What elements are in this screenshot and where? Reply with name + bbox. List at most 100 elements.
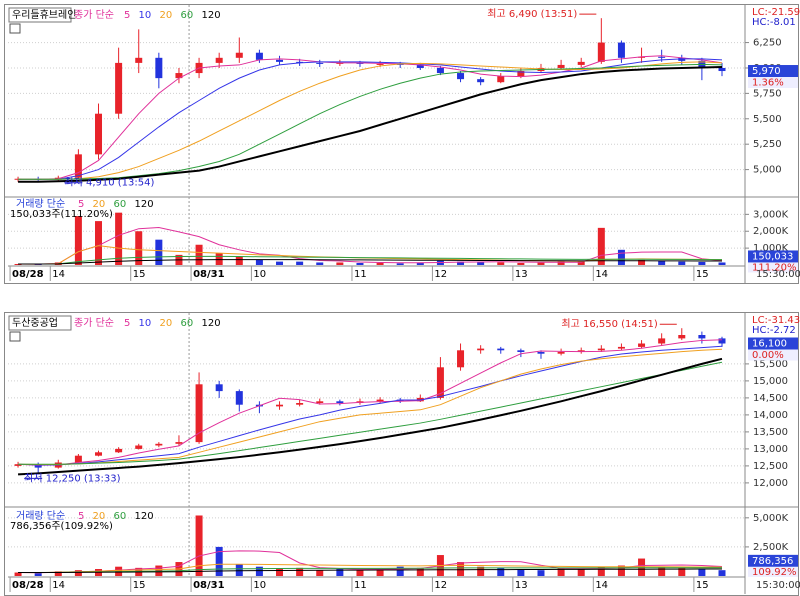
candle-body [718,67,726,72]
candle-body [356,62,364,64]
candle-body [577,61,585,65]
candle-body [14,464,22,466]
grid-icon[interactable] [9,23,21,34]
candle-body [658,338,666,344]
x-tick-label: 10 [253,580,266,591]
volume-bar [658,260,666,265]
volume-bar [34,264,42,265]
volume-bar [356,262,364,265]
volume-bar [255,259,263,265]
candle-body [215,57,223,63]
candle-body [115,62,123,114]
volume-bar [336,569,344,576]
candle-body [577,350,585,352]
candle-body [155,443,163,446]
volume-bar [155,239,163,265]
stock-name[interactable]: 우리들휴브레인 [12,9,76,21]
grid-icon[interactable] [9,331,21,342]
y-tick-label: 5,500 [753,114,782,125]
legend-entry: 10 [139,10,152,21]
legend-entry: 120 [202,10,221,21]
y-tick-label: 15,000 [753,376,788,387]
volume-bar [215,546,223,576]
legend-entry: 5 [124,10,130,21]
y-tick-label: 12,000 [753,478,788,489]
legend-entry: 120 [135,199,154,210]
candle-body [678,57,686,61]
candle-body [457,73,465,80]
high-annotation: 최고 16,550 (14:51) [561,318,657,330]
moving-average-line [18,55,723,180]
legend-entry: 60 [114,199,127,210]
y-tick-label: 1,000K [753,243,789,254]
y-tick-label: 5,250 [753,139,782,150]
volume-bar [376,569,384,576]
change-box [748,77,798,89]
candle-body [255,52,263,60]
candle-body [457,350,465,368]
volume-bar [115,212,123,265]
lc-label: LC:-31.43 [752,315,800,326]
volume-bar [517,569,525,576]
candle-body [436,67,444,74]
candle-body [95,452,103,456]
moving-average-line [18,348,723,466]
moving-average-line [18,357,723,476]
change-label: 0.00% [752,350,784,361]
volume-average-line [18,259,722,265]
volume-bar [597,227,605,265]
candle-body [95,113,103,155]
candle-body [396,399,404,402]
volume-bar [497,567,505,576]
stock-name-box[interactable] [8,315,72,331]
candle-body [557,352,565,354]
legend-entry: 10 [139,318,152,329]
volume-bar [14,572,22,576]
candle-body [376,63,384,65]
legend-entry: 120 [202,318,221,329]
volume-bar [14,263,22,265]
legend-entry: 20 [160,318,173,329]
candle-body [678,335,686,339]
volume-bar [718,262,726,265]
x-tick-label: 08/31 [193,580,225,591]
volume-bar [276,569,284,576]
high-annotation: 최고 6,490 (13:51) [487,8,577,20]
volume-bar [537,570,545,576]
volume-legend-label: 거래량 단순 [16,510,65,522]
hc-label: HC:-8.01 [752,17,796,28]
volume-bar [396,263,404,265]
candle-body [215,384,223,392]
volume-change: 109.92% [752,567,797,578]
candle-body [135,57,143,63]
candle-body [296,403,304,405]
volume-bar [477,566,485,576]
stock-name-box[interactable] [8,7,72,23]
volume-bar [74,216,82,265]
volume-bar [638,259,646,265]
legend-entry: 20 [93,511,106,522]
volume-bar [296,261,304,265]
volume-bar [95,221,103,265]
volume-average-line [18,563,723,574]
y-tick-label: 2,000K [753,226,789,237]
legend-entry: 5 [78,199,84,210]
legend-entry: 20 [93,199,106,210]
stock-name[interactable]: 두산중공업 [12,316,58,329]
x-tick-label: 13 [515,269,528,280]
candle-body [597,348,605,351]
volume-bar [235,256,243,265]
volume-change: 111.20% [752,262,797,273]
candle-body [235,52,243,58]
volume-bar [316,262,324,265]
volume-bar [74,570,82,576]
time-label: 15:30:00 [756,269,800,280]
volume-bar [135,231,143,265]
volume-bar [376,262,384,265]
change-box [748,349,798,361]
volume-legend-label: 거래량 단순 [16,198,65,210]
candle-body [74,455,82,463]
x-tick-label: 14 [595,580,608,591]
y-tick-label: 5,750 [753,88,782,99]
